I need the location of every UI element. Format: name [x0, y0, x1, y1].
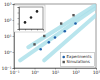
tick	[18, 7, 20, 8]
point	[43, 35, 45, 37]
axis-line	[18, 8, 20, 30]
point	[54, 36, 57, 39]
legend-marker	[63, 61, 65, 63]
tick-label: 10³	[4, 2, 12, 7]
tick: 10¹	[4, 34, 14, 39]
tick-mark	[43, 29, 44, 31]
tick-mark	[13, 20, 15, 21]
tick: 10³	[4, 2, 14, 7]
legend-box	[61, 53, 95, 67]
y-axis	[18, 8, 20, 30]
point	[30, 16, 33, 19]
tick	[18, 24, 20, 25]
tick	[37, 29, 38, 31]
y-axis: 10⁻¹ 10⁰ 10¹ 10² 10³	[2, 2, 15, 71]
tick-mark	[25, 29, 26, 31]
tick-mark	[18, 7, 20, 8]
plot-area	[24, 10, 39, 24]
point	[60, 22, 62, 24]
tick-label: 10⁰	[31, 70, 39, 75]
tick-label: 10²	[72, 70, 80, 75]
tick: 10²	[4, 18, 14, 23]
tick-label: 10⁰	[4, 50, 12, 55]
point	[36, 10, 39, 13]
tick: 10⁰	[31, 68, 39, 75]
x-axis: 10⁻¹10⁰10¹10²10³	[10, 68, 100, 75]
tick-mark	[18, 18, 20, 19]
chart: 10⁻¹10⁰10¹10²10³10⁻¹10⁰10¹10²10³Experime…	[0, 0, 100, 80]
point	[24, 21, 27, 24]
plot-frame	[19, 7, 43, 29]
tick-label: 10³	[93, 70, 100, 75]
tick: 10⁻¹	[2, 66, 14, 71]
tick	[18, 18, 20, 19]
tick-mark	[37, 29, 38, 31]
chart-1	[14, 5, 45, 32]
tick-mark	[18, 29, 20, 30]
tick-label: 10⁻¹	[2, 66, 12, 71]
point	[74, 22, 77, 25]
x-axis	[20, 29, 44, 31]
tick-mark	[13, 36, 15, 37]
legend-marker	[62, 56, 65, 59]
tick	[25, 29, 26, 31]
tick: 10³	[93, 68, 100, 75]
point	[72, 14, 74, 16]
point	[39, 48, 42, 51]
tick	[43, 29, 44, 31]
tick-mark	[18, 24, 20, 25]
tick: 10²	[72, 68, 80, 75]
point	[48, 41, 51, 44]
point	[63, 30, 66, 33]
tick-label: 10¹	[52, 70, 60, 75]
chart-0: 10⁻¹10⁰10¹10²10³10⁻¹10⁰10¹10²10³Experime…	[2, 2, 100, 75]
tick	[18, 29, 20, 30]
tick: 10¹	[52, 68, 60, 75]
point	[33, 43, 35, 45]
tick	[18, 13, 20, 14]
band	[44, 15, 96, 60]
tick-mark	[13, 68, 15, 69]
plot-frame	[14, 4, 96, 68]
tick-mark	[13, 52, 15, 53]
tick-label: 10¹	[4, 34, 12, 39]
tick-label: 10²	[4, 18, 12, 23]
tick-mark	[13, 4, 15, 5]
legend: ExperimentsSimulations	[61, 53, 95, 67]
legend-label: Simulations	[67, 59, 90, 64]
tick	[31, 29, 32, 31]
tick-mark	[31, 29, 32, 31]
inset-background	[14, 5, 45, 32]
tick-mark	[18, 13, 20, 14]
axis-line	[20, 30, 44, 31]
tick: 10⁰	[4, 50, 14, 55]
